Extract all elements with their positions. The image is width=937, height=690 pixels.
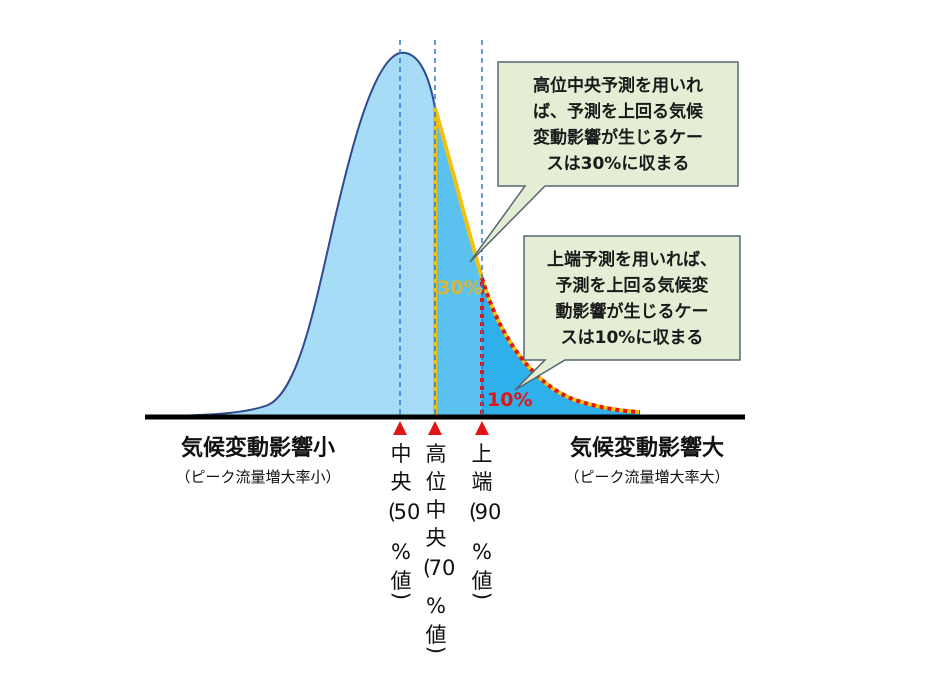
- high-central-label-char: ): [424, 646, 448, 654]
- central-label-char: 値: [391, 569, 412, 593]
- high-central-label-char: %: [426, 594, 446, 618]
- central-label-char: 央: [391, 470, 412, 494]
- left-axis-title: 気候変動影響小: [181, 435, 335, 461]
- central-marker-label: 中 央 ( 50 % 値 ): [388, 442, 420, 600]
- callout-high-central-line3: 変動影響が生じるケー: [533, 127, 703, 148]
- central-label-char: (: [388, 500, 396, 524]
- upper-end-label-char: ): [470, 592, 494, 600]
- distribution-curve-line: [169, 51, 436, 417]
- callout-high-central-line1: 高位中央予測を用いれ: [533, 75, 703, 96]
- upper-end-marker-label: 上 端 ( 90 % 値 ): [469, 442, 501, 600]
- callout-upper-end-line4: スは10%に収まる: [561, 328, 704, 348]
- high-central-marker-triangle: [428, 421, 442, 435]
- left-axis-subtitle: （ピーク流量増大率小）: [175, 468, 340, 486]
- high-central-label-char: 位: [426, 470, 447, 494]
- central-marker-triangle: [393, 421, 407, 435]
- high-central-marker-label: 高 位 中 央 ( 70 % 値 ): [423, 442, 455, 654]
- central-label-char: ): [389, 592, 413, 600]
- callout-high-central: [469, 61, 739, 263]
- upper-end-marker-triangle: [475, 421, 489, 435]
- label-30-percent: 30%: [437, 277, 482, 299]
- upper-end-label-char: 値: [472, 569, 493, 593]
- upper-end-label-char: 上: [472, 442, 493, 466]
- central-label-char: %: [391, 540, 411, 564]
- callout-upper-end-line3: 動影響が生じるケー: [556, 301, 709, 322]
- tail-10-area: [482, 278, 640, 416]
- high-central-label-char: 高: [426, 442, 447, 466]
- central-label-char: 50: [394, 500, 421, 524]
- upper-end-label-char: 90: [475, 500, 502, 524]
- callout-upper-end: [514, 235, 741, 391]
- high-central-label-char: 値: [426, 623, 447, 647]
- central-label-char: 中: [391, 442, 412, 466]
- upper-end-label-char: (: [469, 500, 477, 524]
- callout-upper-end-line2: 予測を上回る気候変: [556, 275, 709, 296]
- upper-end-label-char: %: [472, 540, 492, 564]
- high-central-label-char: 央: [426, 526, 447, 550]
- upper-end-label-char: 端: [472, 470, 493, 494]
- distribution-curve-area: [170, 52, 640, 416]
- callout-high-central-line2: ば、予測を上回る気候: [533, 101, 704, 122]
- high-central-label-char: 中: [426, 498, 447, 522]
- callout-upper-end-line1: 上端予測を用いれば、: [547, 249, 717, 270]
- callout-high-central-line4: スは30%に収まる: [547, 154, 690, 174]
- label-10-percent: 10%: [487, 389, 532, 411]
- right-axis-title: 気候変動影響大: [570, 435, 724, 461]
- high-central-label-char: 70: [429, 556, 456, 580]
- tail-10-outline: [480, 277, 641, 414]
- high-central-label-char: (: [423, 556, 431, 580]
- right-axis-subtitle: （ピーク流量増大率大）: [564, 468, 729, 486]
